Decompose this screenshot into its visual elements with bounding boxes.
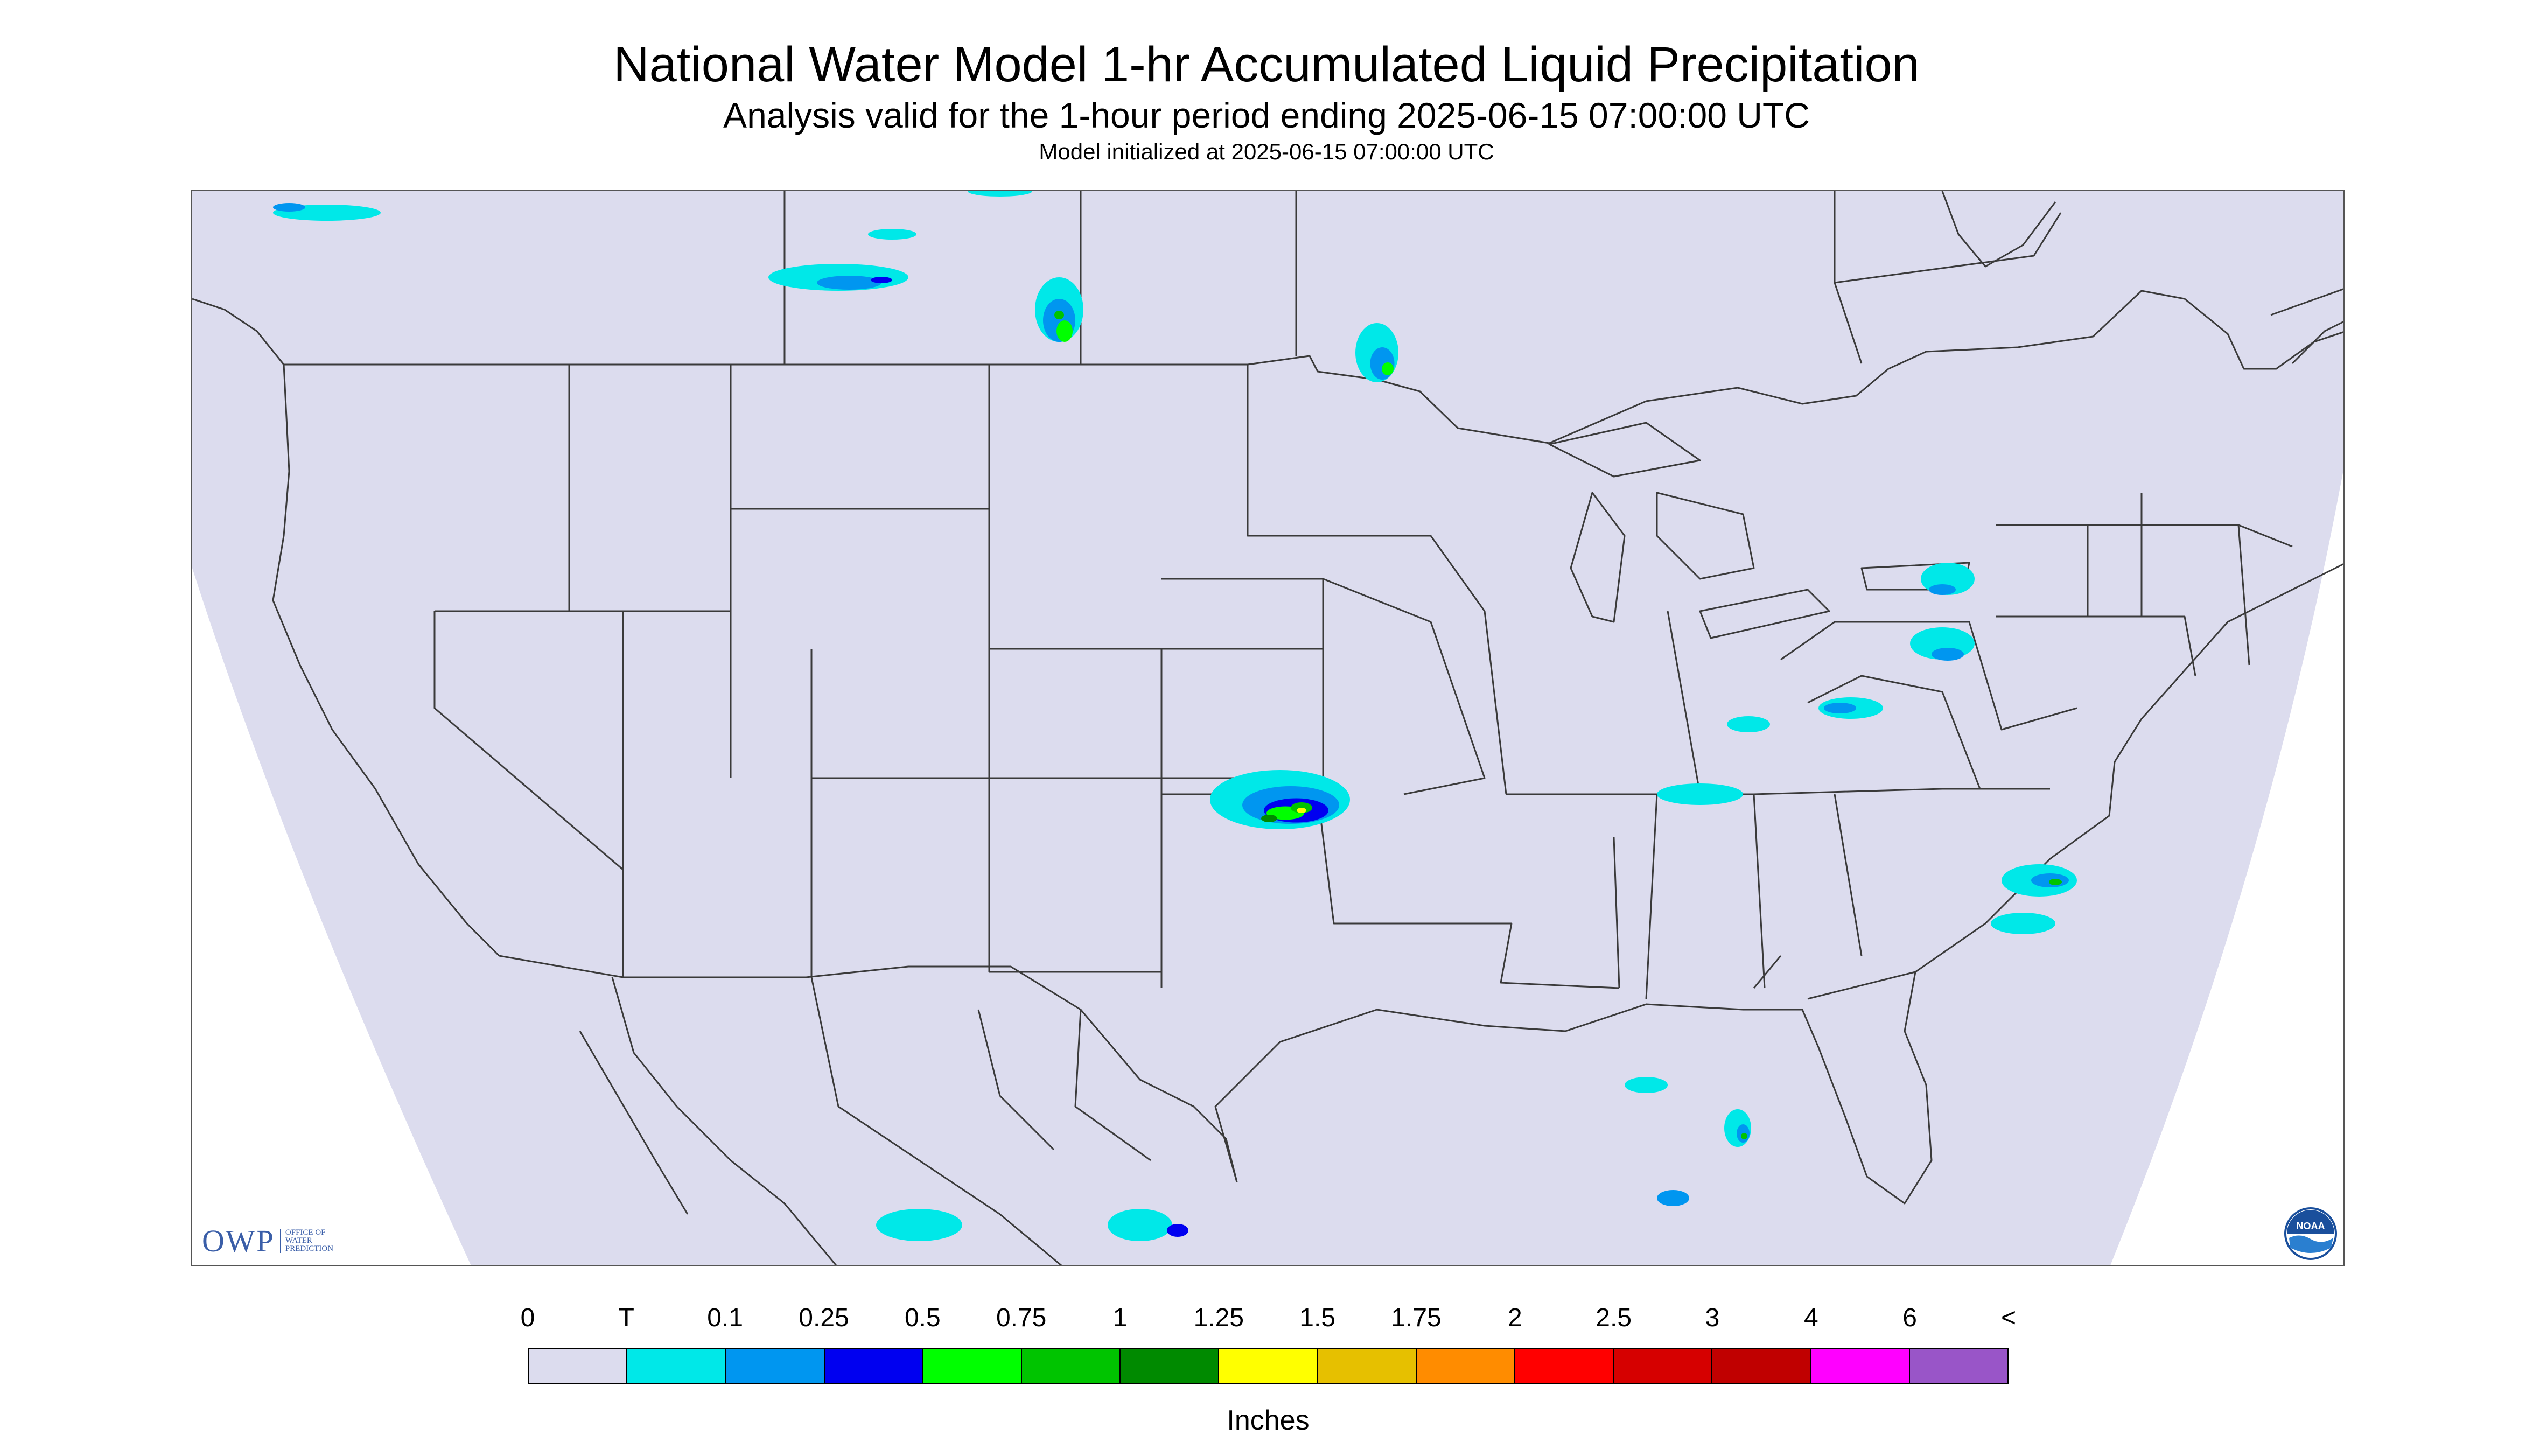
legend-tick-label: 1.25 [1193,1304,1244,1332]
map-subtitle: Analysis valid for the 1-hour period end… [723,95,1810,135]
legend-tick-label: 2 [1507,1304,1522,1332]
legend-swatch-4 [923,1349,1023,1383]
precip-cell [1054,311,1064,319]
precip-cell [876,1209,962,1241]
owp-mark: OWP [202,1223,275,1258]
map-title: National Water Model 1-hr Accumulated Li… [613,37,1920,92]
legend-color-bar [528,1348,2009,1384]
precip-cell [1741,1133,1747,1139]
precip-cell [1929,584,1956,595]
legend-tick-label: 3 [1705,1304,1720,1332]
legend-swatch-0 [529,1349,628,1383]
legend-tick-label: 6 [1902,1304,1918,1332]
map-canvas [192,191,2343,1265]
precip-cell [1991,913,2055,934]
legend-tick-label: T [618,1304,634,1332]
legend-tick-label: 2.5 [1596,1304,1632,1332]
precip-cell [871,277,892,283]
owp-logo: OWP OFFICE OF WATER PREDICTION [202,1223,350,1258]
precip-cell [1657,1190,1689,1206]
color-legend: 0 T 0.1 0.25 0.5 0.75 1 1.25 1.5 1.75 2 2.5 3 4 6 < Inc… [521,1303,2016,1438]
precip-cell [1657,783,1743,805]
legend-swatch-10 [1515,1349,1614,1383]
mexico-coast [579,977,837,1265]
mexico-state-lines [810,977,1151,1265]
precip-cell [817,276,881,290]
legend-swatch-1 [627,1349,726,1383]
legend-swatch-8 [1318,1349,1417,1383]
precip-cell [1261,815,1277,822]
legend-swatch-14 [1909,1349,2008,1383]
legend-tick-label: 1.75 [1391,1304,1442,1332]
west-coast [272,364,500,957]
legend-tick-label: < [2000,1304,2017,1332]
state-boundaries [433,365,2293,1000]
legend-swatch-12 [1712,1349,1811,1383]
precip-cell [2049,879,2062,885]
legend-tick-label: 1 [1112,1304,1128,1332]
precip-cell [1727,716,1770,732]
legend-tick-label: 0.5 [904,1304,941,1332]
precip-cell [1108,1209,1172,1241]
owp-subtext: OFFICE OF WATER PREDICTION [279,1228,350,1253]
noaa-logo-icon: NOAA [2284,1207,2337,1260]
legend-tick-label: 0.1 [707,1304,744,1332]
legend-swatch-9 [1416,1349,1516,1383]
legend-swatch-2 [726,1349,825,1383]
precip-cell [1824,703,1856,713]
precip-cell [1932,648,1964,661]
legend-swatch-5 [1022,1349,1121,1383]
legend-units: Inches [1227,1405,1310,1436]
us-mexico-border [499,955,1238,1182]
legend-tick-label: 4 [1803,1304,1818,1332]
legend-swatch-11 [1614,1349,1713,1383]
legend-swatch-7 [1219,1349,1318,1383]
legend-tick-label: 0.75 [996,1304,1047,1332]
us-canada-border [284,290,2343,444]
legend-tick-label: 1.5 [1299,1304,1336,1332]
precip-cell [1167,1224,1188,1237]
svg-text:NOAA: NOAA [2297,1221,2325,1231]
precipitation-map: OWP OFFICE OF WATER PREDICTION NOAA [191,190,2345,1266]
model-init-line: Model initialized at 2025-06-15 07:00:00… [1039,139,1494,164]
precip-cell [1297,808,1306,813]
great-lakes [1548,422,1970,639]
precip-cell [1056,320,1073,342]
legend-tick-label: 0 [520,1304,535,1332]
precip-cell [1382,362,1394,375]
canada-coast [192,191,2343,365]
precip-cell [273,203,305,212]
legend-swatch-6 [1121,1349,1220,1383]
precip-cell [1625,1077,1668,1093]
precip-cell [968,191,1032,197]
model-domain [192,191,2343,1265]
gulf-coast [1214,563,2343,1205]
legend-tick-label: 0.25 [799,1304,849,1332]
precip-cell [868,229,916,240]
legend-swatch-13 [1811,1349,1910,1383]
legend-swatch-3 [824,1349,923,1383]
